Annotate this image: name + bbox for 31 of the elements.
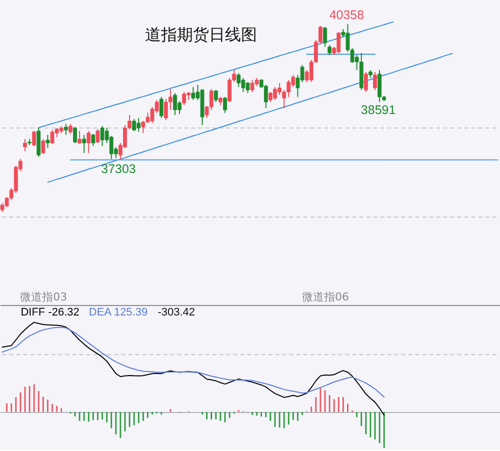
x-tick-label: 微道指06	[302, 290, 349, 304]
candlestick	[214, 89, 218, 103]
series-label: DEA 125.39	[88, 306, 148, 318]
candlestick	[46, 134, 50, 149]
annotation: 37303	[101, 162, 136, 176]
candlestick	[82, 134, 86, 154]
candlestick	[159, 96, 164, 118]
candlestick	[68, 124, 72, 134]
candlestick	[328, 44, 332, 56]
annotation: 38591	[360, 103, 396, 117]
candlestick	[41, 138, 46, 154]
candlestick	[323, 26, 327, 48]
candlestick	[236, 72, 241, 88]
candlestick	[64, 124, 68, 136]
candlestick	[23, 138, 27, 152]
text: -303.42	[158, 306, 196, 318]
candlestick	[32, 130, 36, 147]
candlestick	[364, 71, 368, 93]
candlestick	[223, 96, 227, 114]
candlestick	[73, 126, 77, 144]
candlestick	[132, 118, 136, 132]
series-label: DIFF -26.32	[20, 306, 80, 318]
text: 40358	[329, 8, 364, 22]
candlestick	[373, 71, 377, 90]
candlestick	[86, 130, 91, 154]
x-tick-label: 微道指03	[20, 290, 68, 304]
candlestick	[91, 133, 96, 147]
candlestick	[182, 92, 186, 106]
chart-title: 道指期货日线图	[145, 25, 257, 44]
candlestick	[96, 128, 100, 144]
candlestick	[78, 130, 82, 144]
